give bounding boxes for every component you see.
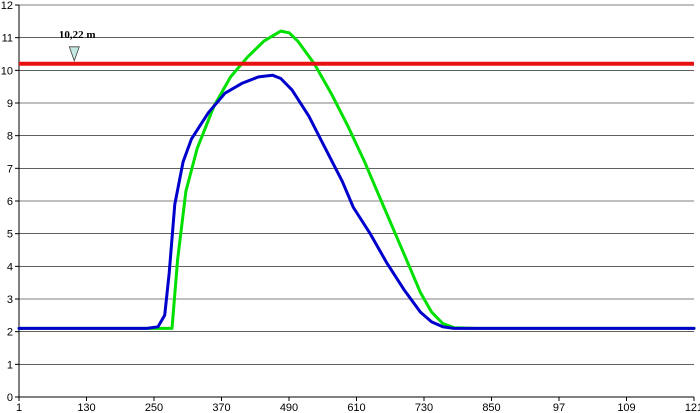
x-tick-label: 490: [280, 402, 298, 413]
y-tick-label: 12: [1, 0, 13, 12]
y-tick-label: 5: [7, 229, 13, 241]
y-tick-label: 3: [7, 294, 13, 306]
x-tick-label: 370: [212, 402, 230, 413]
x-tick-label: 730: [415, 402, 433, 413]
series-line-1: [17, 29, 696, 330]
x-tick-label: 97: [553, 402, 565, 413]
y-tick-label: 1: [7, 359, 13, 371]
x-tick-label: 850: [482, 402, 500, 413]
reference-line-label: 10,22 m: [59, 29, 96, 41]
series-lines: [17, 29, 696, 330]
y-tick-label: 4: [7, 261, 13, 273]
y-tick-label: 7: [7, 163, 13, 175]
water-level-marker-icon: [68, 46, 80, 62]
axes: [18, 5, 694, 398]
y-tick-label: 9: [7, 98, 13, 110]
x-axis-ticks: 1 130 250 370 490 610 730 850 97 109 121: [16, 397, 700, 413]
x-tick-label: 109: [617, 402, 635, 413]
x-tick-label: 1: [16, 402, 22, 413]
y-tick-label: 10: [1, 65, 13, 77]
y-tick-label: 11: [2, 33, 13, 45]
gridlines: [19, 4, 694, 365]
series-line-2: [17, 73, 696, 330]
reference-line-group: 10,22 m: [19, 29, 694, 66]
x-tick-label: 130: [77, 402, 95, 413]
y-tick-label: 2: [7, 327, 13, 339]
y-tick-label: 0: [7, 392, 13, 404]
x-tick-label: 610: [347, 402, 365, 413]
x-tick-label: 121: [685, 402, 700, 413]
y-tick-label: 6: [7, 196, 13, 208]
y-tick-label: 8: [7, 131, 13, 143]
x-tick-label: 250: [145, 402, 163, 413]
